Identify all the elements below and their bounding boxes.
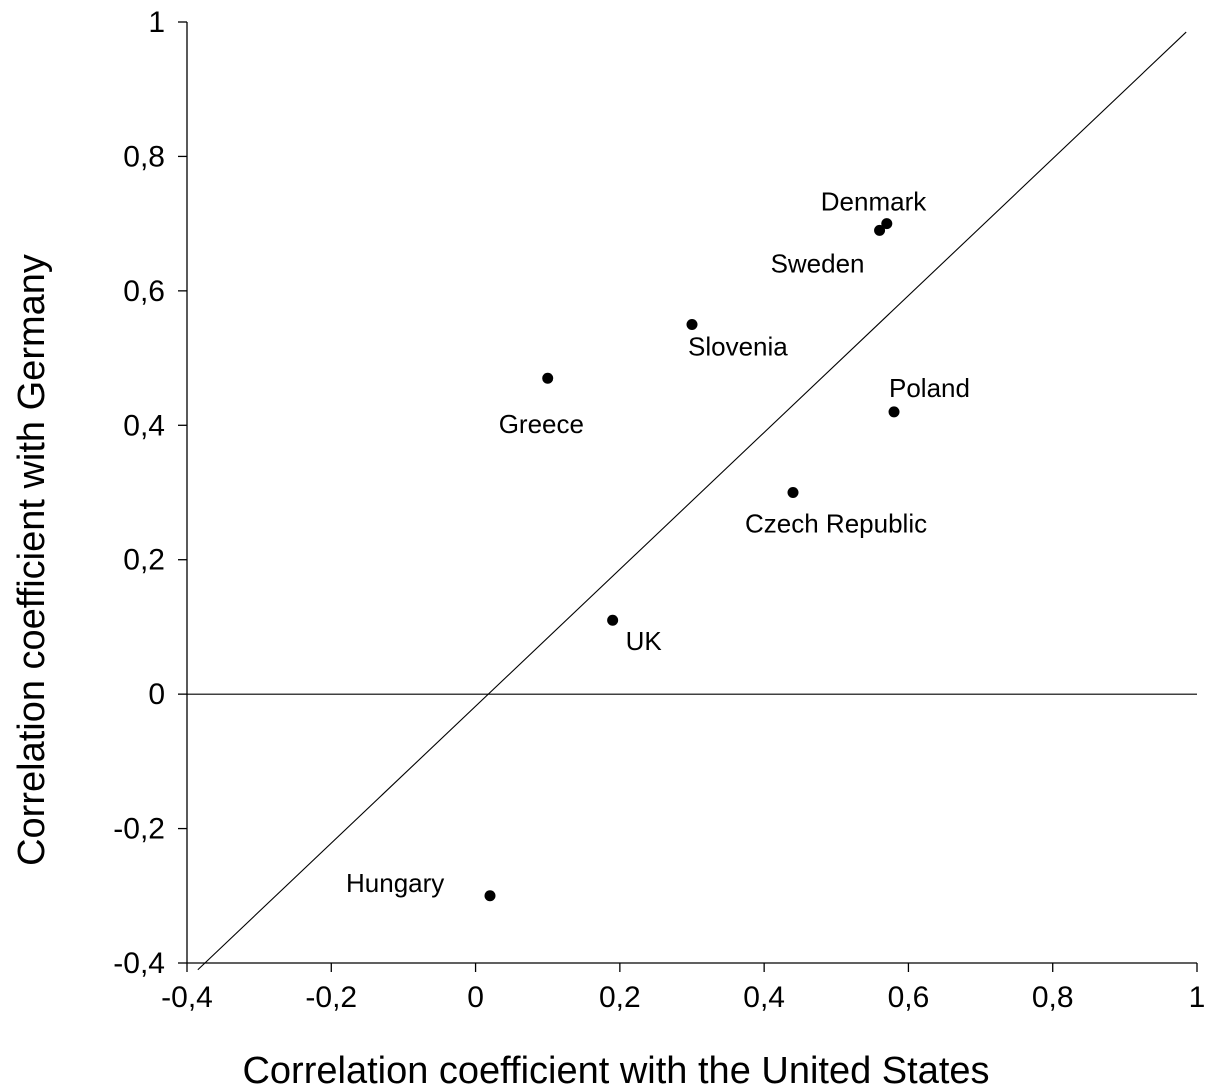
data-points [484,218,900,902]
x-tick-label: -0,4 [161,981,213,1014]
y-tick-label: 0,4 [123,409,165,442]
y-tick-label: -0,2 [113,813,165,846]
x-axis-title: Correlation coefficient with the United … [242,1050,989,1090]
point-hungary [484,890,496,902]
y-tick-label: 0 [148,678,165,711]
point-slovenia [686,318,698,330]
label-hungary: Hungary [346,868,444,898]
label-greece: Greece [499,409,584,439]
point-denmark [881,218,893,230]
label-slovenia: Slovenia [688,331,788,361]
point-uk [607,614,619,626]
point-labels: Denmark Sweden Slovenia Greece Poland Czech R… [346,187,970,898]
x-tick-label: 0,6 [888,981,930,1014]
x-tick-label: 0,2 [599,981,641,1014]
diagonal-line [197,31,1187,971]
y-axis-title: Correlation coefficient with Germany [11,254,53,866]
y-tick-label: 1 [148,6,165,39]
y-tick-label: 0,6 [123,275,165,308]
label-denmark: Denmark [821,187,927,217]
point-czech-republic [787,487,799,498]
label-uk: UK [626,626,663,656]
y-tick-label: -0,4 [113,947,165,980]
label-czech-republic: Czech Republic [745,509,927,539]
axes: -0,4-0,4 -0,2 -0,2 0 0 0,2 0,2 0,4 0,4 0,6 0,6 0,8 0… [113,6,1205,1014]
reference-lines [187,31,1197,971]
y-tick-label: 0,2 [123,544,165,577]
x-tick-label: 0,4 [743,981,785,1014]
y-tick-label: 0,8 [123,140,165,173]
point-sweden [874,224,886,236]
x-tick-label: 0,8 [1032,981,1074,1014]
label-poland: Poland [889,373,970,403]
x-tick-label: 1 [1189,981,1206,1014]
label-sweden: Sweden [771,248,865,278]
point-poland [888,406,900,418]
point-greece [542,372,554,384]
x-tick-label: -0,2 [305,981,357,1014]
x-tick-label: 0 [467,981,484,1014]
